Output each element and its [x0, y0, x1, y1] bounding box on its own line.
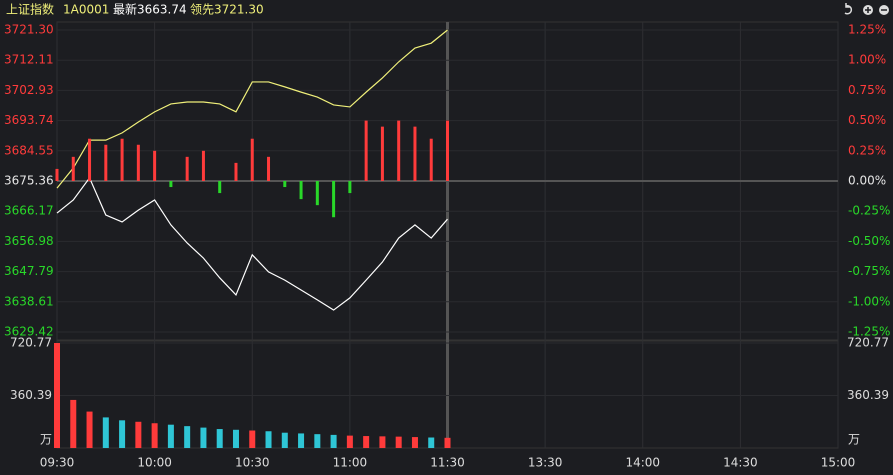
volume-bar — [102, 417, 109, 448]
breadth-bar — [169, 181, 173, 188]
breadth-bar — [250, 138, 254, 181]
breadth-bar — [429, 138, 433, 181]
breadth-bar — [185, 156, 189, 181]
y-tick-label: 3629.42 — [4, 325, 54, 339]
y2-tick-label: -0.25% — [848, 204, 890, 218]
x-tick-label: 11:30 — [430, 456, 465, 470]
index-code: 1A0001 — [63, 3, 109, 17]
y-tick-label: 3666.17 — [4, 204, 54, 218]
latest-price: 最新3663.74 — [113, 2, 187, 17]
y2-tick-label: -0.75% — [848, 264, 890, 278]
breadth-bar — [104, 144, 108, 181]
volume-bar — [395, 436, 402, 448]
volume-bar — [249, 430, 256, 448]
y-tick-label: 3684.55 — [4, 143, 54, 157]
breadth-bar — [299, 181, 303, 200]
volume-bar — [379, 436, 386, 448]
volume-bar — [265, 431, 272, 448]
volume-bar — [428, 437, 435, 448]
volume-bar — [232, 429, 239, 448]
breadth-bar — [218, 181, 222, 194]
lead-price: 领先3721.30 — [190, 3, 264, 17]
volume-bar — [216, 429, 223, 448]
volume-bar — [298, 433, 305, 448]
y-tick-label: 720.77 — [10, 336, 52, 350]
volume-bar — [200, 427, 207, 448]
breadth-bar — [234, 162, 238, 181]
x-tick-label: 11:00 — [333, 456, 368, 470]
y2-tick-label: 1.00% — [848, 53, 886, 67]
breadth-bar — [201, 150, 205, 181]
volume-unit: 万 — [848, 433, 860, 447]
y-tick-label: 3702.93 — [4, 83, 54, 97]
breadth-bar — [267, 156, 271, 181]
breadth-bar — [136, 144, 140, 181]
breadth-bar — [120, 138, 124, 181]
volume-bar — [184, 426, 191, 448]
breadth-bar — [380, 126, 384, 181]
breadth-bar — [397, 120, 401, 181]
y-tick-label: 3647.79 — [4, 264, 54, 278]
breadth-bar — [315, 181, 319, 206]
volume-bar — [86, 411, 93, 448]
breadth-bar — [332, 181, 336, 218]
y-tick-label: 3712.11 — [4, 53, 54, 67]
price-line — [56, 176, 448, 311]
breadth-bar — [88, 138, 92, 181]
volume-bar — [54, 343, 60, 448]
y2-tick-label: -1.00% — [848, 294, 890, 308]
breadth-bar — [413, 126, 417, 181]
y2-tick-label: -0.50% — [848, 234, 890, 248]
y2-tick-label: 720.77 — [847, 336, 889, 350]
x-tick-label: 10:00 — [137, 456, 172, 470]
y2-tick-label: -1.25% — [848, 325, 890, 339]
volume-bar — [363, 436, 370, 448]
volume-bar — [346, 435, 353, 448]
y-tick-label: 3656.98 — [4, 234, 54, 248]
y-tick-label: 3721.30 — [4, 23, 54, 37]
volume-bar — [151, 423, 158, 448]
volume-bar — [314, 434, 321, 448]
index-name: 上证指数 — [6, 2, 54, 17]
volume-unit: 万 — [40, 433, 52, 447]
toolbar[interactable] — [844, 3, 889, 15]
volume-bar — [411, 437, 418, 448]
breadth-bar — [55, 168, 59, 181]
breadth-bar — [71, 156, 75, 181]
y-tick-label: 3675.36 — [4, 174, 54, 188]
breadth-bar — [348, 181, 352, 194]
volume-bar — [167, 424, 174, 448]
breadth-bar — [364, 120, 368, 181]
x-tick-label: 14:00 — [625, 456, 660, 470]
y-tick-label: 3638.61 — [4, 294, 54, 308]
volume-bar — [444, 437, 451, 448]
reset-button[interactable] — [844, 3, 853, 15]
y2-tick-label: 0.00% — [848, 174, 886, 188]
x-tick-label: 13:30 — [528, 456, 563, 470]
volume-bar — [330, 434, 337, 448]
y2-tick-label: 0.75% — [848, 83, 886, 97]
volume-bar — [281, 432, 288, 448]
x-tick-label: 15:00 — [821, 456, 856, 470]
y2-tick-label: 0.50% — [848, 113, 886, 127]
breadth-bar — [446, 120, 449, 181]
volume-bar — [119, 420, 126, 448]
breadth-bar — [283, 181, 287, 188]
y-tick-label: 3693.74 — [4, 113, 54, 127]
x-tick-label: 10:30 — [235, 456, 270, 470]
breadth-bar — [153, 150, 157, 181]
y2-tick-label: 360.39 — [847, 388, 889, 402]
price-line — [56, 29, 448, 189]
x-tick-label: 14:30 — [723, 456, 758, 470]
x-tick-label: 09:30 — [40, 456, 75, 470]
y2-tick-label: 1.25% — [848, 23, 886, 37]
volume-bar — [70, 399, 77, 448]
y-tick-label: 360.39 — [10, 388, 52, 402]
y2-tick-label: 0.25% — [848, 143, 886, 157]
volume-bar — [135, 421, 142, 448]
